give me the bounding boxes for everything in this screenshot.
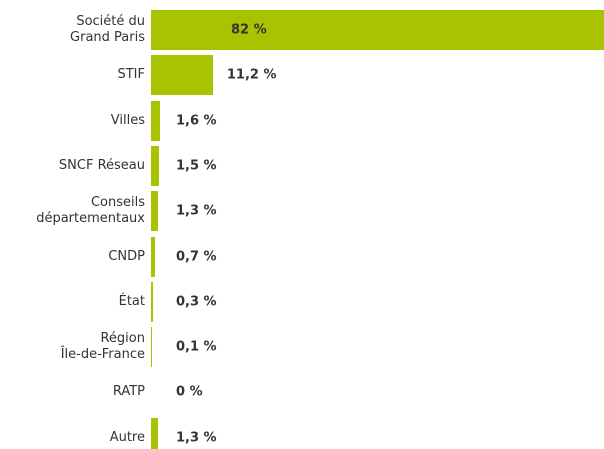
- category-label: Villes: [110, 112, 145, 128]
- bar: [151, 191, 159, 232]
- category-label: Région Île-de-France: [60, 331, 145, 363]
- category-label: RATP: [112, 384, 145, 400]
- bar: [151, 281, 153, 322]
- value-label: 11,2 %: [226, 67, 277, 83]
- value-label: 1,5 %: [176, 158, 217, 174]
- bar: [151, 417, 159, 449]
- value-label: 1,3 %: [176, 203, 217, 219]
- value-label: 1,6 %: [176, 113, 217, 129]
- bar: [151, 10, 604, 50]
- bar: [151, 236, 155, 277]
- value-label: 0,7 %: [176, 249, 217, 264]
- bar: [151, 145, 160, 186]
- value-label: 82 %: [231, 22, 267, 38]
- category-label: Autre: [109, 429, 145, 445]
- value-label: 0,1 %: [176, 339, 217, 355]
- bar: [151, 100, 160, 141]
- bar: [151, 55, 213, 96]
- value-label: 0 %: [176, 384, 203, 400]
- category-label: Conseils départementaux: [36, 195, 145, 227]
- value-label: 1,3 %: [176, 430, 217, 446]
- category-label: Société du Grand Paris: [70, 14, 145, 45]
- bar: [151, 327, 152, 368]
- category-label: STIF: [117, 67, 145, 83]
- category-label: CNDP: [108, 248, 145, 264]
- category-label: SNCF Réseau: [58, 157, 145, 173]
- category-label: État: [118, 293, 145, 309]
- value-label: 0,3 %: [176, 294, 217, 310]
